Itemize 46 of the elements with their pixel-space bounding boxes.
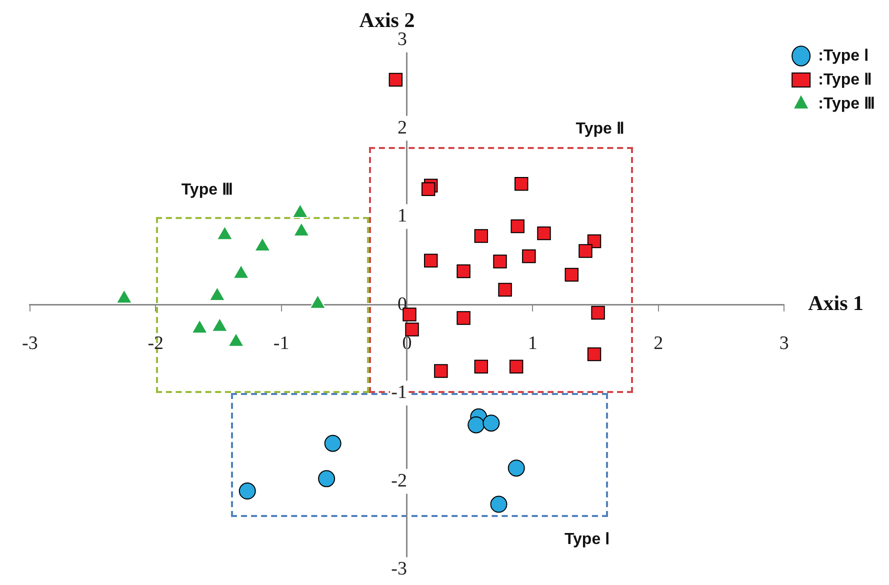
x-tick-label: -2 — [148, 333, 164, 354]
y-tick-label: -1 — [391, 382, 407, 404]
point — [510, 219, 524, 234]
point — [324, 434, 342, 452]
annotation: Type Ⅰ — [564, 530, 610, 548]
point — [587, 347, 602, 362]
point — [537, 226, 551, 240]
point — [238, 482, 256, 500]
point — [490, 496, 508, 513]
point — [424, 254, 438, 268]
legend-label: :Type Ⅰ — [818, 47, 870, 64]
point — [508, 460, 525, 477]
point — [514, 177, 528, 191]
point — [564, 268, 579, 282]
point — [405, 322, 419, 336]
point — [456, 264, 470, 278]
y-tick-label: 3 — [397, 28, 407, 50]
x-tick-label: -3 — [22, 333, 38, 354]
point — [474, 229, 488, 243]
x-tick-label: 3 — [779, 333, 789, 354]
y-tick-label: 2 — [397, 117, 407, 138]
x-axis-title: Axis 1 — [808, 291, 864, 316]
point — [498, 282, 512, 297]
point — [578, 244, 592, 258]
point — [591, 306, 605, 320]
point — [318, 470, 336, 488]
annotation: Type Ⅲ — [181, 181, 233, 198]
point — [522, 249, 536, 264]
y-tick-label: -3 — [391, 558, 407, 580]
point — [388, 72, 403, 87]
x-tick-label: -1 — [273, 333, 290, 354]
point — [493, 254, 507, 268]
point — [468, 416, 485, 434]
x-tick-label: 1 — [528, 333, 538, 354]
annotation: Type Ⅱ — [576, 120, 624, 138]
y-tick-label: -2 — [391, 470, 407, 492]
legend-label: :Type Ⅱ — [818, 71, 872, 88]
point — [421, 182, 436, 196]
x-tick-label: 2 — [654, 333, 664, 354]
point — [456, 311, 470, 325]
point — [474, 360, 488, 374]
point — [509, 360, 524, 374]
legend-label: :Type Ⅲ — [818, 95, 876, 112]
point — [434, 364, 448, 378]
y-tick-label: 1 — [397, 206, 407, 227]
point — [482, 414, 500, 432]
